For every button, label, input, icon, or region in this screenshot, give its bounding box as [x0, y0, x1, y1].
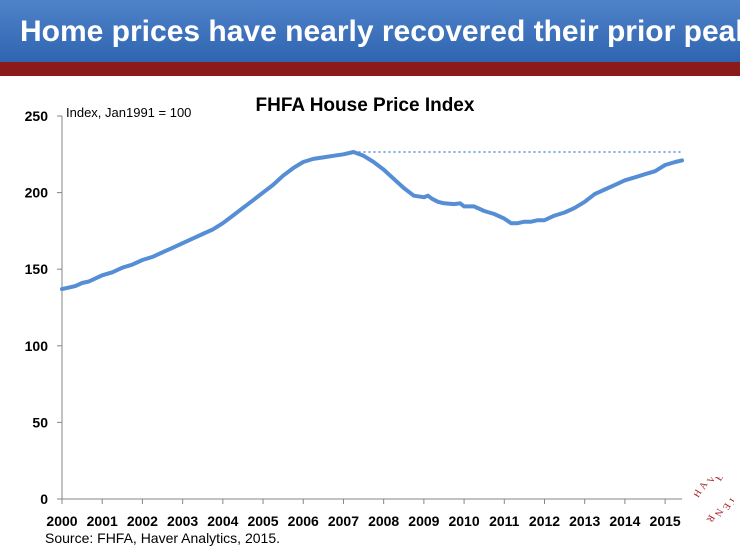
logo-letter: V — [705, 477, 719, 486]
y-tick-label: 200 — [25, 185, 49, 201]
y-tick-label: 250 — [25, 108, 49, 124]
x-tick-label: 2004 — [207, 513, 238, 529]
x-tick-label: 2010 — [448, 513, 479, 529]
slide-title: Home prices have nearly recovered their … — [20, 15, 740, 48]
header-rule — [0, 62, 740, 76]
logo-letter: R — [704, 513, 717, 525]
header-banner: Home prices have nearly recovered their … — [0, 0, 740, 62]
x-tick-label: 2012 — [529, 513, 560, 529]
y-tick-label: 0 — [40, 491, 48, 507]
plot-area — [60, 150, 684, 292]
series-line — [60, 150, 684, 292]
y-tick-label: 150 — [25, 261, 49, 277]
logo-letter: E — [720, 501, 733, 512]
x-tick-label: 2007 — [328, 513, 359, 529]
chart-title: FHFA House Price Index — [256, 95, 475, 116]
x-tick-label: 2014 — [609, 513, 640, 529]
x-tick-label: 2008 — [368, 513, 399, 529]
logo-letter: H — [694, 488, 704, 500]
y-unit-annotation: Index, Jan1991 = 100 — [66, 105, 191, 120]
x-tick-label: 2009 — [408, 513, 439, 529]
x-tick-label: 2006 — [288, 513, 319, 529]
logo-letter: T — [726, 495, 734, 506]
logo-letter: N — [712, 506, 725, 518]
y-tick-label: 50 — [32, 414, 48, 430]
x-tick-label: 2015 — [650, 513, 681, 529]
logo-letter: E — [714, 477, 727, 483]
axes: 0 50 100 150 200 250 2000 2001 2002 2003 2004 2005 2… — [25, 108, 682, 529]
x-tick-label: 2005 — [247, 513, 278, 529]
y-tick-label: 100 — [25, 338, 49, 354]
x-tick-label: 2003 — [167, 513, 198, 529]
x-tick-label: 2002 — [127, 513, 158, 529]
source-note: Source: FHFA, Haver Analytics, 2015. — [45, 530, 280, 546]
x-tick-label: 2000 — [46, 513, 77, 529]
x-tick-label: 2013 — [569, 513, 600, 529]
x-tick-label: 2011 — [489, 513, 520, 529]
x-tick-label: 2001 — [87, 513, 118, 529]
